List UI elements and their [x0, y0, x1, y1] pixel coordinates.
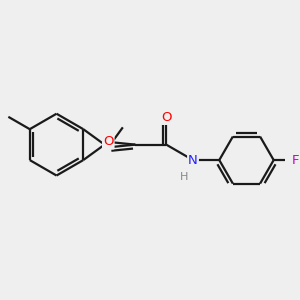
- Text: O: O: [161, 111, 172, 124]
- Text: O: O: [103, 135, 113, 148]
- Text: H: H: [180, 172, 188, 182]
- Text: N: N: [188, 154, 198, 166]
- Text: F: F: [292, 154, 299, 166]
